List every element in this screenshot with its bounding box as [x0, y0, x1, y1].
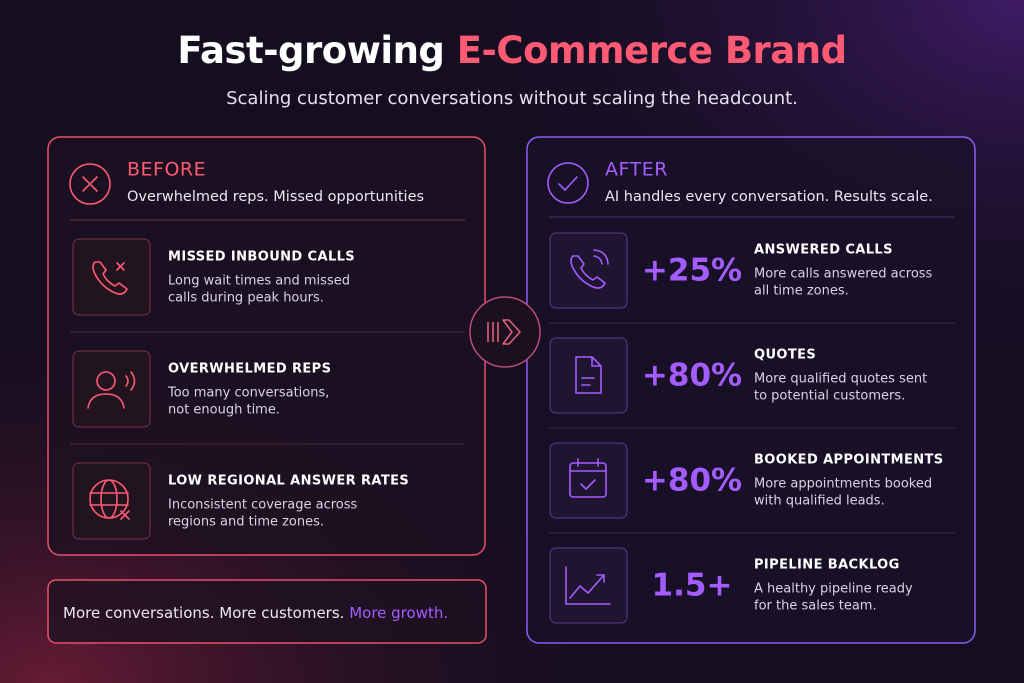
after-row: +25% ANSWERED CALLS More calls answered … — [549, 232, 933, 309]
icon-box — [549, 442, 628, 519]
footer-accent: More growth. — [349, 604, 448, 622]
title-accent: E-Commerce Brand — [457, 29, 847, 72]
row-desc: for the sales team. — [754, 599, 877, 614]
row-title: PIPELINE BACKLOG — [754, 558, 900, 573]
icon-stroke — [565, 566, 611, 605]
icon-stroke — [569, 458, 607, 490]
stat: +80% — [642, 463, 742, 499]
row-desc: More appointments booked — [754, 477, 932, 492]
growth-icon — [565, 566, 611, 605]
calendar-icon — [569, 458, 607, 498]
arrow-glyph — [487, 319, 521, 345]
after-row: +80% BOOKED APPOINTMENTS More appointmen… — [549, 442, 944, 519]
subtitle: Scaling customer conversations without s… — [226, 88, 798, 109]
icon-stroke — [558, 176, 578, 191]
icon-stroke — [570, 255, 606, 289]
before-row: MISSED INBOUND CALLS Long wait times and… — [72, 238, 355, 316]
icon-stroke — [575, 356, 602, 394]
footer-text: More conversations. More customers. More… — [63, 604, 448, 622]
title-start: Fast-growing — [177, 29, 444, 72]
icon-stroke — [100, 479, 118, 519]
row-desc: A healthy pipeline ready — [754, 582, 913, 597]
row-desc: with qualified leads. — [754, 494, 885, 509]
row-title: OVERWHELMED REPS — [168, 362, 331, 377]
icon-stroke — [96, 371, 116, 391]
icon-stroke — [569, 462, 607, 498]
after-icon — [547, 162, 589, 204]
after-label: AFTER — [605, 159, 668, 181]
row-desc: More qualified quotes sent — [754, 372, 927, 387]
row-desc: not enough time. — [168, 403, 280, 418]
after-row: +80% QUOTES More qualified quotes sent t… — [549, 337, 927, 414]
row-desc: Inconsistent coverage across — [168, 498, 358, 513]
row-desc: Long wait times and missed — [168, 274, 350, 289]
title: Fast-growing E-Commerce Brand — [177, 29, 846, 72]
before-subtitle: Overwhelmed reps. Missed opportunities — [127, 189, 424, 205]
icon-stroke — [89, 492, 129, 506]
after-card — [526, 136, 976, 644]
stat: +80% — [642, 358, 742, 394]
person-icon — [87, 371, 136, 409]
row-title: QUOTES — [754, 348, 816, 363]
document-icon — [575, 356, 602, 394]
icon-box — [72, 462, 151, 540]
stat: 1.5+ — [652, 568, 733, 604]
row-desc: all time zones. — [754, 284, 849, 299]
icon-box — [72, 238, 151, 316]
icon-box — [549, 337, 628, 414]
icon-stroke — [116, 262, 125, 271]
stat: +25% — [642, 253, 742, 289]
icon-box — [549, 547, 628, 624]
footer-plain: More conversations. More customers. — [63, 604, 344, 622]
row-desc: Too many conversations, — [167, 386, 329, 401]
before-icon — [69, 163, 111, 205]
icon-stroke — [125, 371, 136, 391]
row-title: ANSWERED CALLS — [754, 243, 893, 258]
icon-stroke — [547, 162, 589, 204]
row-desc: More calls answered across — [754, 267, 933, 282]
row-desc: to potential customers. — [754, 389, 905, 404]
icon-stroke — [593, 249, 609, 265]
row-desc: calls during peak hours. — [168, 291, 324, 306]
icon-stroke — [69, 163, 111, 205]
transition-arrow — [469, 296, 541, 368]
before-row: LOW REGIONAL ANSWER RATES Inconsistent c… — [72, 462, 409, 540]
globe-icon — [89, 479, 130, 520]
icon-stroke — [569, 574, 605, 599]
row-desc: regions and time zones. — [168, 515, 324, 530]
arrow-circle — [469, 296, 541, 368]
footer-box — [47, 579, 487, 644]
row-title: LOW REGIONAL ANSWER RATES — [168, 474, 409, 489]
before-label: BEFORE — [127, 159, 206, 181]
phone-icon — [570, 249, 609, 289]
after-subtitle: AI handles every conversation. Results s… — [605, 189, 933, 205]
after-row: 1.5+ PIPELINE BACKLOG A healthy pipeline… — [549, 547, 913, 624]
icon-stroke — [92, 261, 128, 295]
icon-stroke — [87, 393, 125, 409]
phone-icon — [92, 261, 128, 295]
icon-box — [549, 232, 628, 309]
row-title: BOOKED APPOINTMENTS — [754, 453, 944, 468]
icon-stroke — [82, 176, 98, 192]
row-title: MISSED INBOUND CALLS — [168, 250, 355, 265]
icon-stroke — [120, 510, 130, 520]
icon-stroke — [581, 377, 595, 386]
before-row: OVERWHELMED REPS Too many conversations,… — [72, 350, 331, 428]
